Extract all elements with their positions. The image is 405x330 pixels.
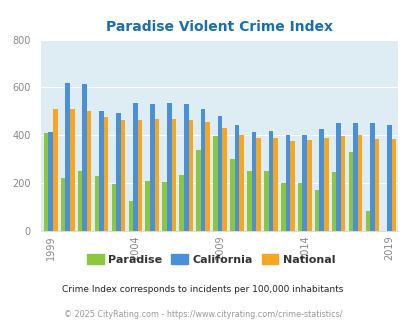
Bar <box>188 120 193 231</box>
Bar <box>99 112 104 231</box>
Bar <box>374 139 378 231</box>
Bar <box>273 138 277 231</box>
Bar <box>280 183 285 231</box>
Bar <box>133 103 137 231</box>
Bar <box>162 182 166 231</box>
Bar <box>179 175 183 231</box>
Bar <box>365 211 369 231</box>
Bar <box>53 109 58 231</box>
Bar <box>145 181 150 231</box>
Bar <box>306 140 311 231</box>
Legend: Paradise, California, National: Paradise, California, National <box>82 250 339 269</box>
Bar <box>217 116 222 231</box>
Bar <box>183 104 188 231</box>
Bar <box>120 120 125 231</box>
Text: Crime Index corresponds to incidents per 100,000 inhabitants: Crime Index corresponds to incidents per… <box>62 285 343 294</box>
Bar <box>386 124 391 231</box>
Bar <box>256 138 260 231</box>
Title: Paradise Violent Crime Index: Paradise Violent Crime Index <box>105 20 332 34</box>
Bar <box>171 118 176 231</box>
Bar <box>104 117 108 231</box>
Text: © 2025 CityRating.com - https://www.cityrating.com/crime-statistics/: © 2025 CityRating.com - https://www.city… <box>64 310 341 319</box>
Bar <box>340 137 345 231</box>
Bar <box>82 84 87 231</box>
Bar <box>263 171 268 231</box>
Bar <box>128 201 133 231</box>
Bar <box>222 128 226 231</box>
Bar <box>61 178 65 231</box>
Bar <box>391 139 395 231</box>
Bar <box>150 104 154 231</box>
Bar <box>44 133 48 231</box>
Bar <box>357 135 362 231</box>
Bar <box>290 141 294 231</box>
Bar <box>302 135 306 231</box>
Bar <box>48 132 53 231</box>
Bar <box>285 135 290 231</box>
Bar <box>239 135 243 231</box>
Bar <box>234 124 239 231</box>
Bar <box>200 109 205 231</box>
Bar <box>166 103 171 231</box>
Bar <box>297 183 302 231</box>
Bar <box>137 120 142 231</box>
Bar <box>111 184 116 231</box>
Bar <box>331 172 335 231</box>
Bar <box>323 138 328 231</box>
Bar <box>205 122 209 231</box>
Bar <box>348 152 352 231</box>
Bar <box>94 176 99 231</box>
Bar <box>87 112 91 231</box>
Bar <box>116 113 120 231</box>
Bar <box>213 137 217 231</box>
Bar <box>352 123 357 231</box>
Bar <box>335 123 340 231</box>
Bar <box>65 83 70 231</box>
Bar <box>314 190 319 231</box>
Bar <box>369 123 374 231</box>
Bar <box>154 118 159 231</box>
Bar <box>319 129 323 231</box>
Bar <box>251 132 256 231</box>
Bar <box>70 109 75 231</box>
Bar <box>78 171 82 231</box>
Bar <box>230 159 234 231</box>
Bar <box>247 171 251 231</box>
Bar <box>196 150 200 231</box>
Bar <box>268 131 273 231</box>
